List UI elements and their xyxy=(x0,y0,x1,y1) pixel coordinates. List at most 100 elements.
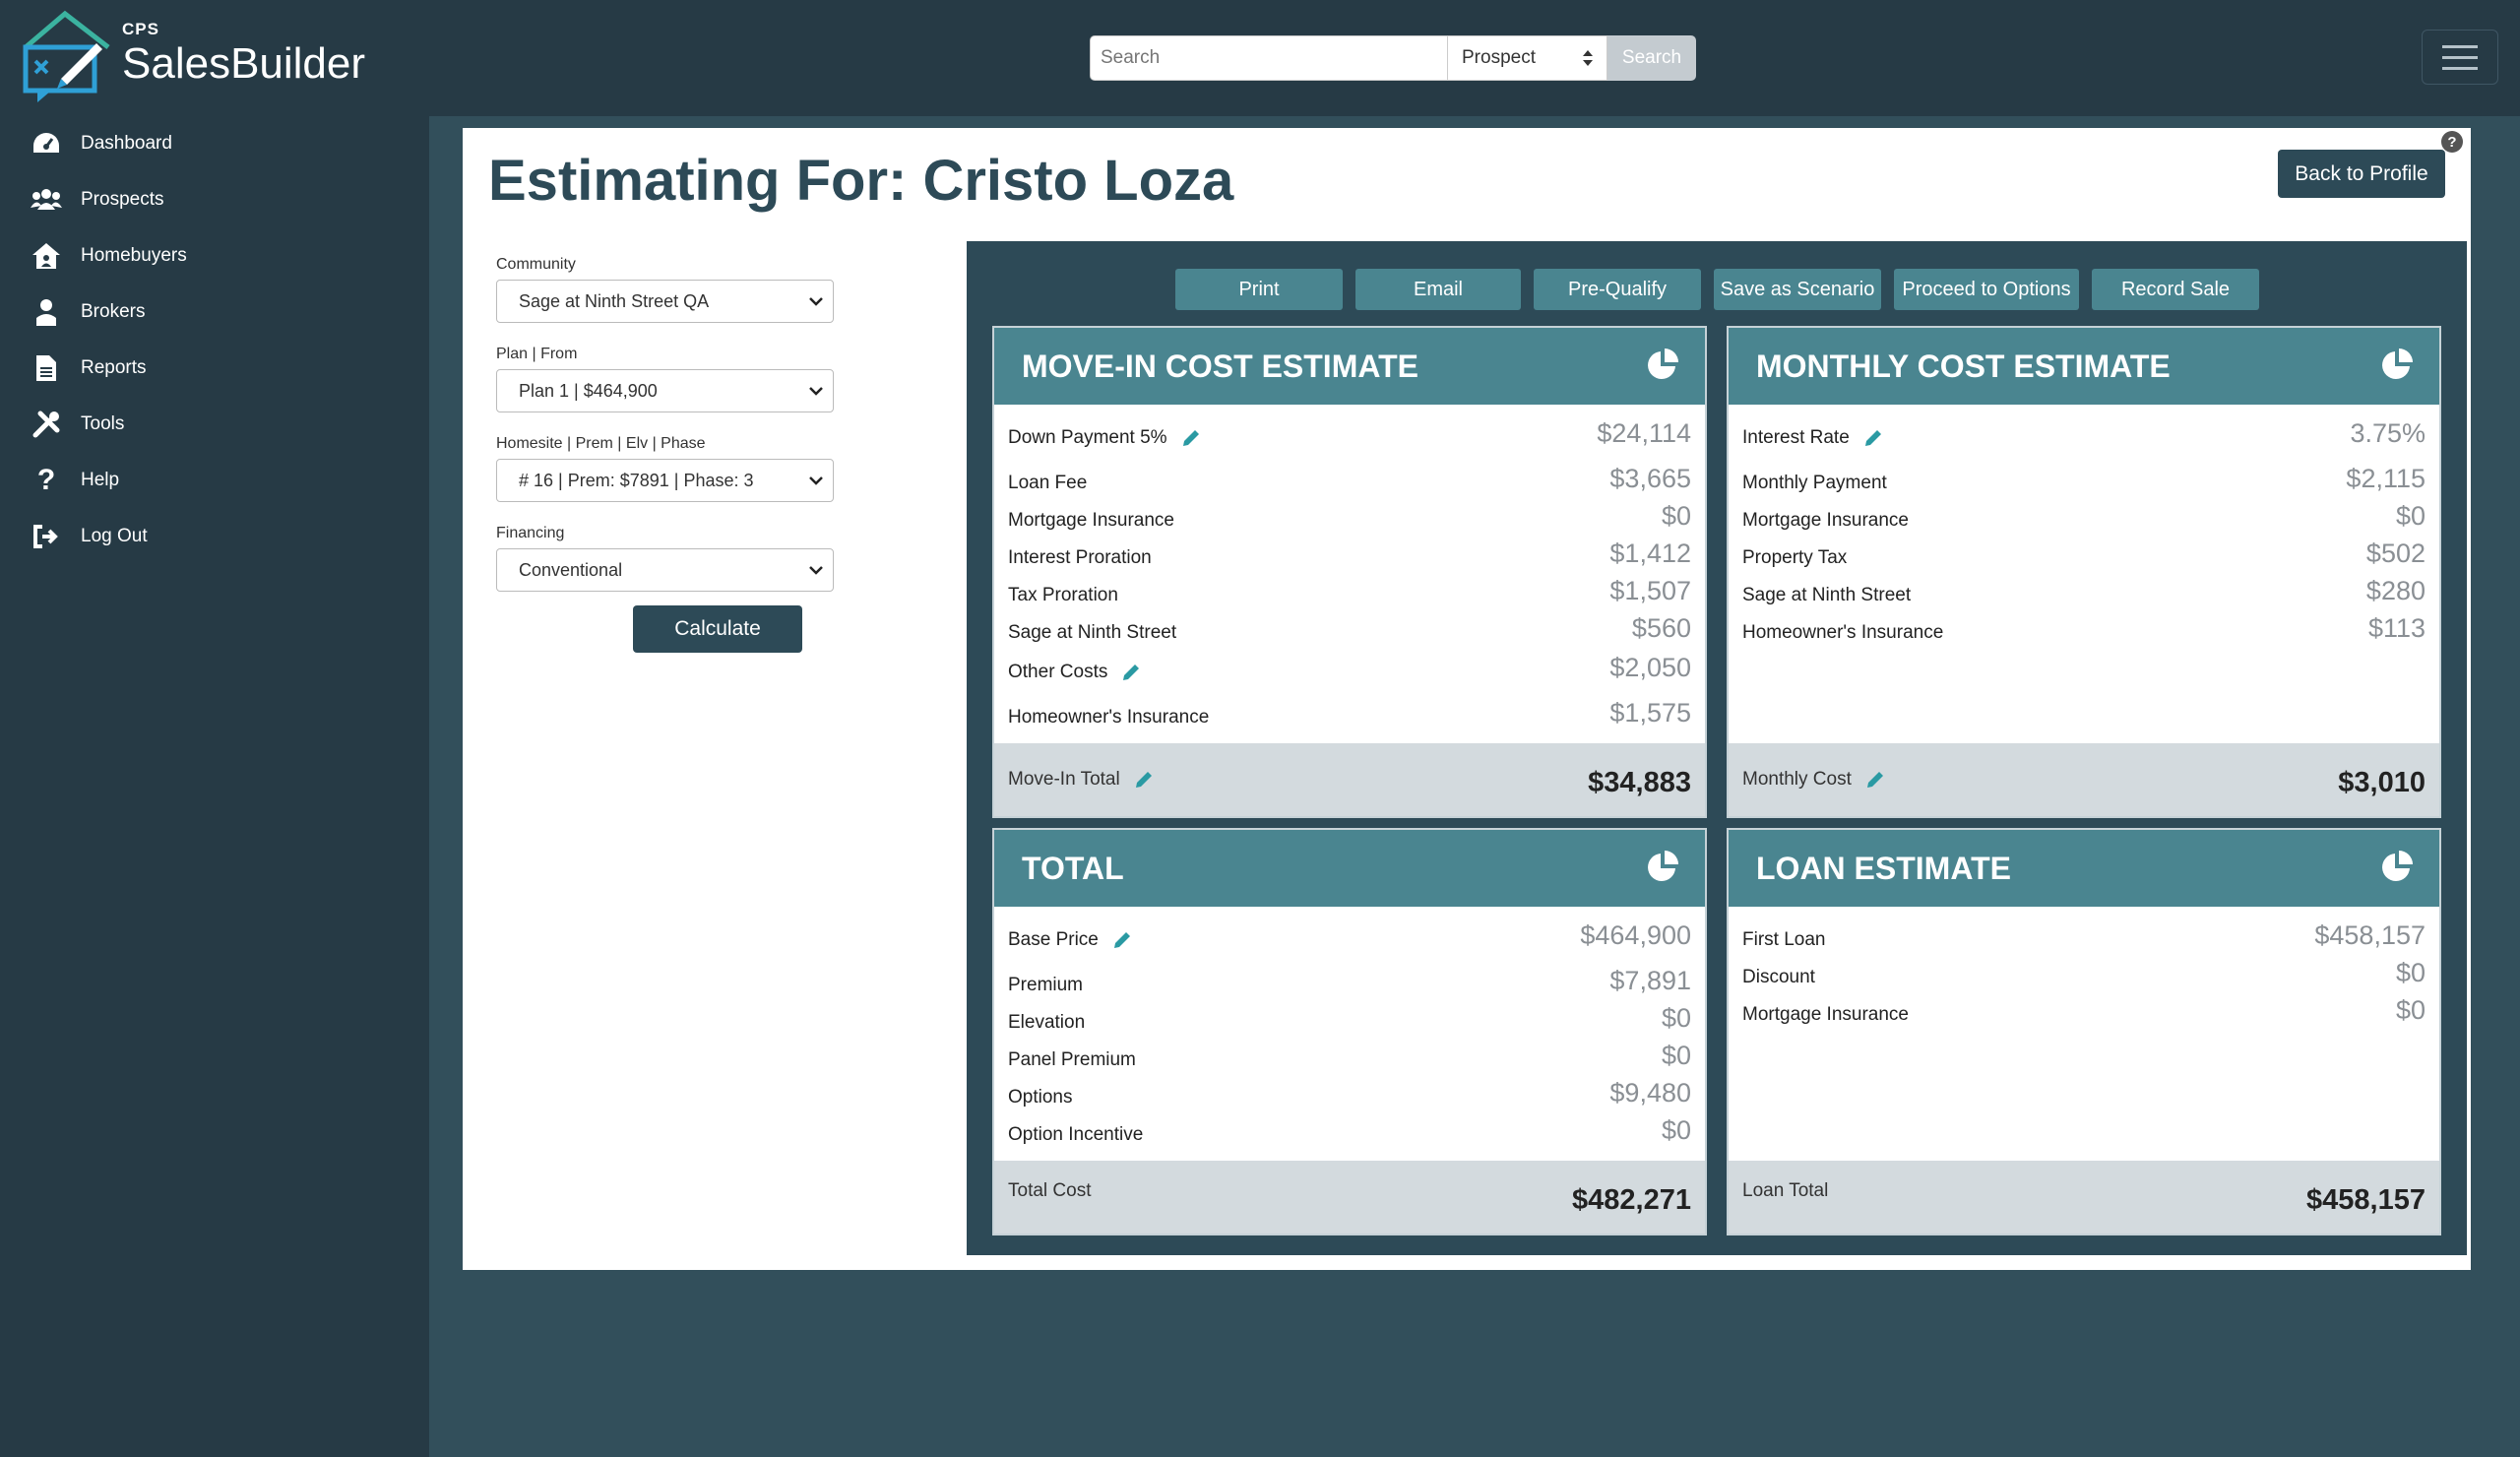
search-type-select[interactable]: Prospect xyxy=(1448,35,1607,81)
pie-chart-icon[interactable] xyxy=(2380,850,2414,883)
brand-small-text: CPS xyxy=(122,20,159,38)
pencil-edit-icon[interactable] xyxy=(1112,930,1132,950)
question-icon: ? xyxy=(36,464,56,496)
chevron-down-icon xyxy=(809,387,823,396)
homesite-label: Homesite | Prem | Elv | Phase xyxy=(496,435,706,452)
sidebar-item-label: Prospects xyxy=(81,189,164,210)
card-header: MONTHLY COST ESTIMATE xyxy=(1729,328,2439,405)
row-homeowners-insurance: Homeowner's Insurance $1,575 xyxy=(1008,698,1691,728)
row-homeowners-insurance: Homeowner's Insurance $113 xyxy=(1742,613,2426,643)
card-title: MOVE-IN COST ESTIMATE xyxy=(1022,348,1418,384)
menu-toggle-button[interactable] xyxy=(2422,30,2498,85)
row-tax-proration: Tax Proration $1,507 xyxy=(1008,576,1691,605)
homesite-value: # 16 | Prem: $7891 | Phase: 3 xyxy=(519,470,754,490)
search-type-value: Prospect xyxy=(1462,47,1536,68)
loan-estimate-card: LOAN ESTIMATE First Loan $458,157 Discou… xyxy=(1727,828,2441,1235)
save-as-scenario-button[interactable]: Save as Scenario xyxy=(1714,269,1881,310)
sidebar-item-homebuyers[interactable]: Homebuyers xyxy=(30,236,187,276)
card-title: LOAN ESTIMATE xyxy=(1756,850,2011,886)
card-title: TOTAL xyxy=(1022,850,1124,886)
row-mortgage-insurance: Mortgage Insurance $0 xyxy=(1008,501,1691,531)
plan-label: Plan | From xyxy=(496,346,578,362)
pie-chart-icon[interactable] xyxy=(1646,348,1679,381)
document-icon xyxy=(30,351,63,385)
sidebar-item-dashboard[interactable]: Dashboard xyxy=(30,124,172,163)
sidebar-item-label: Dashboard xyxy=(81,133,172,154)
pencil-edit-icon[interactable] xyxy=(1865,770,1885,790)
row-mortgage-insurance: Mortgage Insurance $0 xyxy=(1742,501,2426,531)
pencil-edit-icon[interactable] xyxy=(1181,428,1201,448)
financing-select[interactable]: Conventional xyxy=(496,548,834,592)
sidebar-item-label: Brokers xyxy=(81,301,146,322)
community-value: Sage at Ninth Street QA xyxy=(519,290,710,311)
back-to-profile-button[interactable]: Back to Profile xyxy=(2278,150,2445,198)
sidebar-item-logout[interactable]: Log Out xyxy=(30,517,148,556)
row-sage-hoa: Sage at Ninth Street $560 xyxy=(1008,613,1691,643)
pie-chart-icon[interactable] xyxy=(2380,348,2414,381)
card-title: MONTHLY COST ESTIMATE xyxy=(1756,348,2171,384)
updown-arrows-icon xyxy=(1583,50,1593,66)
proceed-to-options-button[interactable]: Proceed to Options xyxy=(1894,269,2079,310)
monthly-cost-value: $3,010 xyxy=(2338,767,2426,798)
community-select[interactable]: Sage at Ninth Street QA xyxy=(496,280,834,323)
row-elevation: Elevation $0 xyxy=(1008,1003,1691,1033)
card-footer: Total Cost $482,271 xyxy=(994,1161,1705,1234)
tools-icon xyxy=(30,408,63,441)
plan-value: Plan 1 | $464,900 xyxy=(519,380,658,401)
email-button[interactable]: Email xyxy=(1355,269,1521,310)
person-icon xyxy=(30,295,63,329)
row-loan-fee: Loan Fee $3,665 xyxy=(1008,464,1691,493)
sidebar-item-reports[interactable]: Reports xyxy=(30,348,147,388)
chevron-down-icon xyxy=(809,476,823,485)
card-header: TOTAL xyxy=(994,830,1705,907)
row-down-payment: Down Payment 5% $24,114 xyxy=(1008,418,1691,448)
sidebar-item-help[interactable]: ? Help xyxy=(30,461,119,500)
row-first-loan: First Loan $458,157 xyxy=(1742,920,2426,950)
search-bar: Prospect Search xyxy=(1090,35,1696,81)
row-interest-proration: Interest Proration $1,412 xyxy=(1008,538,1691,568)
print-button[interactable]: Print xyxy=(1175,269,1343,310)
card-footer: Loan Total $458,157 xyxy=(1729,1161,2439,1234)
row-premium: Premium $7,891 xyxy=(1008,966,1691,995)
sidebar-item-label: Help xyxy=(81,470,120,490)
house-logo-icon xyxy=(23,10,110,102)
users-icon xyxy=(30,183,63,217)
row-discount: Discount $0 xyxy=(1742,958,2426,987)
sidebar-item-label: Log Out xyxy=(81,526,148,546)
calculate-button[interactable]: Calculate xyxy=(633,605,802,653)
pencil-edit-icon[interactable] xyxy=(1863,428,1883,448)
sidebar-item-prospects[interactable]: Prospects xyxy=(30,180,163,220)
sidebar-item-label: Tools xyxy=(81,413,125,434)
row-panel-premium: Panel Premium $0 xyxy=(1008,1041,1691,1070)
hamburger-icon xyxy=(2442,44,2478,48)
row-property-tax: Property Tax $502 xyxy=(1742,538,2426,568)
house-icon xyxy=(30,239,63,273)
brand-logo[interactable]: CPS SalesBuilder xyxy=(18,8,372,106)
sidebar-item-label: Reports xyxy=(81,357,147,378)
sidebar: Dashboard Prospects Homebuyers Brokers R… xyxy=(0,116,429,1457)
search-input[interactable] xyxy=(1090,35,1448,81)
sidebar-item-tools[interactable]: Tools xyxy=(30,405,124,444)
pencil-edit-icon[interactable] xyxy=(1121,663,1141,682)
dashboard-icon xyxy=(30,127,63,160)
plan-select[interactable]: Plan 1 | $464,900 xyxy=(496,369,834,412)
move-in-total-value: $34,883 xyxy=(1588,767,1691,798)
chevron-down-icon xyxy=(809,566,823,575)
search-button[interactable]: Search xyxy=(1607,35,1696,81)
record-sale-button[interactable]: Record Sale xyxy=(2092,269,2259,310)
brand-name: SalesBuilder xyxy=(122,39,366,88)
row-interest-rate: Interest Rate 3.75% xyxy=(1742,418,2426,448)
help-circle-icon[interactable]: ? xyxy=(2441,131,2463,153)
row-monthly-payment: Monthly Payment $2,115 xyxy=(1742,464,2426,493)
pie-chart-icon[interactable] xyxy=(1646,850,1679,883)
total-cost-value: $482,271 xyxy=(1572,1184,1691,1216)
move-in-cost-card: MOVE-IN COST ESTIMATE Down Payment 5% $2… xyxy=(992,326,1707,818)
page-title: Estimating For: Cristo Loza xyxy=(488,149,1234,213)
total-card: TOTAL Base Price $464,900 Premium $7,891… xyxy=(992,828,1707,1235)
sidebar-item-brokers[interactable]: Brokers xyxy=(30,292,145,332)
logout-icon xyxy=(30,520,63,553)
card-footer: Move-In Total $34,883 xyxy=(994,743,1705,816)
pencil-edit-icon[interactable] xyxy=(1134,770,1154,790)
homesite-select[interactable]: # 16 | Prem: $7891 | Phase: 3 xyxy=(496,459,834,502)
pre-qualify-button[interactable]: Pre-Qualify xyxy=(1534,269,1701,310)
